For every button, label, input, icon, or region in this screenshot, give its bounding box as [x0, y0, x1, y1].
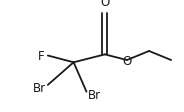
Text: Br: Br	[33, 82, 46, 95]
Text: Br: Br	[88, 88, 101, 101]
Text: F: F	[38, 50, 44, 62]
Text: O: O	[122, 54, 132, 67]
Text: O: O	[100, 0, 109, 9]
